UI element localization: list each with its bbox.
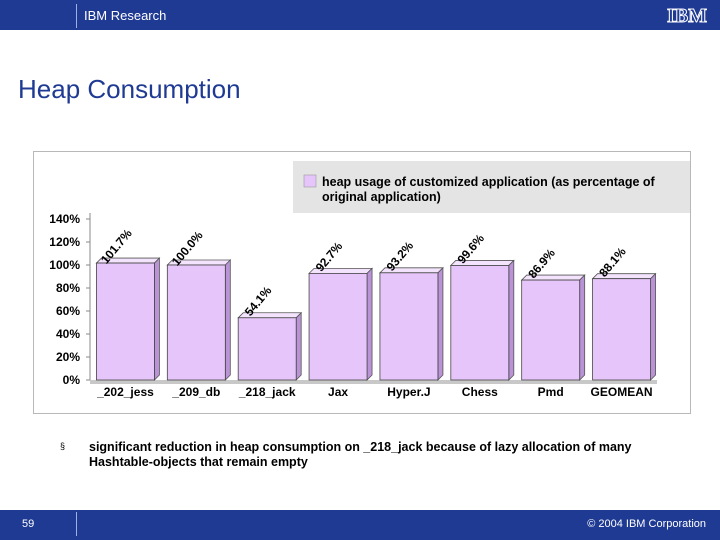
- y-tick-label: 120%: [49, 235, 80, 249]
- x-tick-label: GEOMEAN: [591, 385, 653, 399]
- legend-swatch: [303, 174, 317, 188]
- ibm-logo: IBM: [667, 5, 708, 28]
- bar-side-face: [295, 311, 302, 381]
- bullet-marker: §: [60, 441, 66, 451]
- y-tick-label: 60%: [56, 304, 80, 318]
- header-bar: IBM Research IBM: [0, 0, 720, 30]
- chart-floor: [90, 380, 657, 384]
- bar-side-face: [154, 257, 160, 381]
- bar-side-face: [579, 274, 586, 381]
- footer-bar: 59 © 2004 IBM Corporation: [0, 510, 720, 540]
- bar: [450, 265, 510, 381]
- bar-side-face: [366, 267, 373, 381]
- bar: [237, 317, 297, 381]
- bar-side-face: [437, 266, 444, 381]
- bar-chart: 0% 20% 40% 60% 80% 100% 120% 140% _202_jess _209_…: [49, 161, 690, 399]
- bar: [521, 279, 581, 381]
- bar: [308, 272, 368, 381]
- y-tick-label: 20%: [56, 350, 80, 364]
- bullet-text: significant reduction in heap consumptio…: [89, 440, 632, 469]
- bar-side-face: [508, 259, 515, 381]
- copyright: © 2004 IBM Corporation: [587, 518, 706, 530]
- x-tick-label: Hyper.J: [387, 385, 430, 399]
- bar: [96, 262, 155, 381]
- header-divider: [76, 4, 77, 28]
- legend-box: [293, 161, 690, 213]
- y-tick-label: 140%: [49, 212, 80, 226]
- legend-label-line2: original application): [322, 190, 441, 204]
- legend-label-line1: heap usage of customized application (as…: [322, 175, 656, 189]
- x-tick-label: Jax: [328, 385, 348, 399]
- bar-side-face: [224, 259, 231, 381]
- x-tick-label: _202_jess: [96, 385, 154, 399]
- org-name: IBM Research: [84, 8, 167, 23]
- bar-side-face: [650, 272, 656, 381]
- page-number: 59: [22, 518, 35, 530]
- footer-divider: [76, 512, 77, 536]
- x-tick-label: _218_jack: [238, 385, 296, 399]
- y-tick-label: 80%: [56, 281, 80, 295]
- bar: [166, 264, 226, 381]
- chart-frame: 0% 20% 40% 60% 80% 100% 120% 140% _202_jess _209_…: [33, 151, 691, 414]
- bar: [379, 272, 439, 381]
- y-tick-label: 40%: [56, 327, 80, 341]
- bar: [592, 278, 651, 381]
- y-tick-label: 100%: [49, 258, 80, 272]
- ibm-logo-text: IBM: [667, 5, 707, 27]
- x-tick-label: Pmd: [538, 385, 564, 399]
- slide-title: Heap Consumption: [18, 74, 241, 104]
- x-tick-label: Chess: [462, 385, 498, 399]
- y-tick-label: 0%: [63, 373, 81, 387]
- x-tick-label: _209_db: [171, 385, 220, 399]
